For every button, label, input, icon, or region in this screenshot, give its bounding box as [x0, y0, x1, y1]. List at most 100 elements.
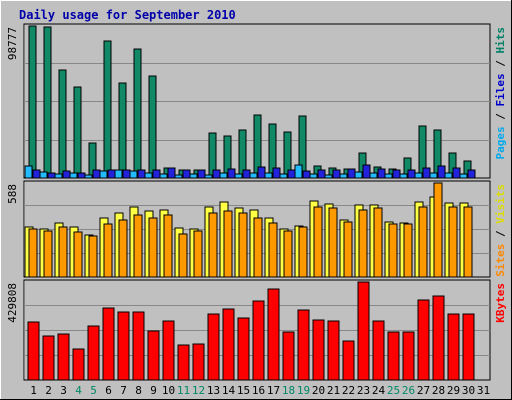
pages-bar-day-11 [174, 174, 183, 179]
sites-bar-day-1 [28, 228, 38, 278]
kbytes-bar-day-9 [147, 330, 160, 381]
pages-bar-day-19 [294, 164, 303, 179]
sites-bar-day-23 [358, 209, 368, 278]
kbytes-bar-day-7 [117, 311, 130, 381]
x-tick-label-3: 3 [60, 384, 67, 397]
sites-bar-day-9 [148, 217, 158, 278]
x-tick-label-2: 2 [45, 384, 52, 397]
kbytes-bar-day-5 [87, 325, 100, 381]
panel-hits-axis-title: Pages / Files / Hits [494, 27, 507, 160]
hits-bar-day-8 [133, 48, 142, 179]
x-tick-label-31: 31 [477, 384, 490, 397]
sites-bar-day-8 [133, 214, 143, 278]
x-tick-label-1: 1 [30, 384, 37, 397]
files-bar-day-12 [197, 169, 206, 179]
sites-bar-day-15 [238, 212, 248, 278]
files-bar-day-19 [302, 170, 311, 179]
sites-bar-day-11 [178, 233, 188, 278]
sites-bar-day-30 [463, 206, 473, 278]
pages-bar-day-17 [264, 172, 273, 179]
x-tick-label-14: 14 [222, 384, 236, 397]
axis-title-part-3: / [494, 54, 507, 74]
x-tick-label-28: 28 [432, 384, 445, 397]
files-bar-day-6 [107, 169, 116, 179]
hits-bar-day-3 [58, 69, 67, 179]
kbytes-bar-day-2 [42, 335, 55, 381]
pages-bar-day-2 [39, 171, 48, 179]
pages-bar-day-12 [189, 173, 198, 179]
panel-kbytes-axis-title: KBytes [494, 283, 507, 323]
sites-bar-day-10 [163, 214, 173, 278]
kbytes-bar-day-11 [177, 344, 190, 381]
x-tick-label-11: 11 [177, 384, 190, 397]
files-bar-day-27 [422, 167, 431, 179]
kbytes-bar-day-29 [447, 313, 460, 381]
panel-visits-max-label: 588 [6, 184, 19, 204]
sites-bar-day-28 [433, 182, 443, 278]
x-tick-label-12: 12 [192, 384, 205, 397]
pages-bar-day-15 [234, 173, 243, 179]
hits-bar-day-9 [148, 75, 157, 179]
sites-bar-day-7 [118, 219, 128, 278]
sites-bar-day-12 [193, 230, 203, 278]
hits-bar-day-7 [118, 82, 127, 179]
x-tick-label-6: 6 [105, 384, 112, 397]
pages-bar-day-6 [99, 170, 108, 179]
series-sites [28, 182, 473, 278]
kbytes-bar-day-26 [402, 331, 415, 381]
sites-bar-day-24 [373, 207, 383, 278]
files-bar-day-18 [287, 169, 296, 179]
sites-bar-day-13 [208, 212, 218, 278]
kbytes-bar-day-8 [132, 311, 145, 381]
x-tick-label-23: 23 [357, 384, 370, 397]
files-bar-day-25 [392, 169, 401, 179]
files-bar-day-14 [227, 168, 236, 179]
files-bar-day-16 [257, 166, 266, 179]
panel-visits: 588 Sites / Visits [6, 180, 507, 278]
files-bar-day-4 [77, 172, 86, 179]
pages-bar-day-10 [159, 173, 168, 179]
hits-bar-day-4 [73, 86, 82, 179]
x-axis-labels: 1 2 3 4 5 6 7 8 9 10 11 12 13 14 15 16 17 18 19 20 21 22 23 24 2… [30, 384, 490, 397]
sites-bar-day-6 [103, 223, 113, 278]
files-bar-day-29 [452, 167, 461, 179]
sites-bar-day-2 [43, 230, 53, 278]
pages-bar-day-22 [339, 173, 348, 179]
pages-bar-day-13 [204, 174, 213, 179]
panel-hits: 98777 Pages / Files / Hits [6, 23, 507, 179]
sites-bar-day-29 [448, 206, 458, 278]
kbytes-bar-day-16 [252, 300, 265, 381]
kbytes-bar-day-30 [462, 313, 475, 381]
kbytes-bar-day-18 [282, 331, 295, 381]
x-tick-label-5: 5 [90, 384, 97, 397]
files-bar-day-21 [332, 169, 341, 179]
hits-bar-day-6 [103, 40, 112, 179]
kbytes-bar-day-19 [297, 309, 310, 381]
files-bar-day-3 [62, 170, 71, 179]
files-bar-day-5 [92, 169, 101, 179]
files-bar-day-24 [377, 168, 386, 179]
files-bar-day-30 [467, 169, 476, 179]
pages-bar-day-26 [399, 173, 408, 179]
series-pages [24, 164, 468, 179]
files-bar-day-20 [317, 169, 326, 179]
panel-hits-max-label: 98777 [6, 27, 19, 60]
kbytes-bar-day-4 [72, 348, 85, 381]
pages-bar-day-1 [24, 165, 33, 179]
x-tick-label-7: 7 [120, 384, 127, 397]
kbytes-bar-day-20 [312, 319, 325, 381]
pages-bar-day-25 [384, 173, 393, 179]
pages-bar-day-20 [309, 173, 318, 179]
files-bar-day-15 [242, 169, 251, 179]
axis-title-part-0: Sites [494, 244, 507, 277]
files-bar-day-23 [362, 164, 371, 179]
pages-bar-day-24 [369, 172, 378, 179]
axis-title-part-0: Pages [494, 126, 507, 159]
hits-bar-day-1 [28, 25, 37, 179]
files-bar-day-26 [407, 169, 416, 179]
files-bar-day-17 [272, 167, 281, 179]
sites-bar-day-3 [58, 226, 68, 278]
panel-kbytes: 429808 KBytes [6, 279, 507, 381]
kbytes-bar-day-27 [417, 299, 430, 381]
